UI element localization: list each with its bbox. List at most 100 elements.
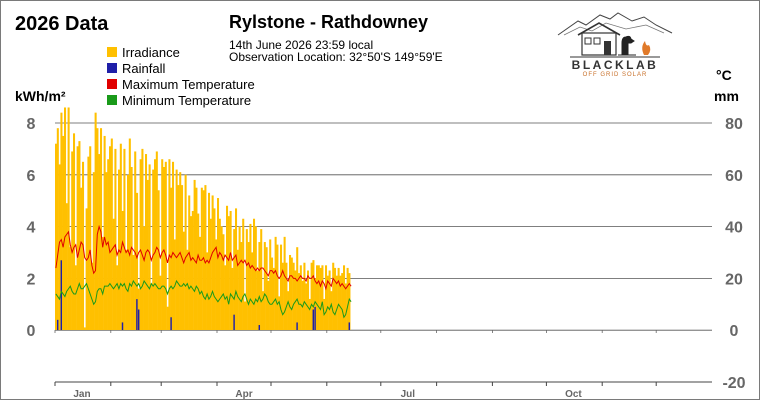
irradiance-bar [258, 242, 261, 330]
irradiance-bar [281, 262, 284, 330]
irradiance-bar [184, 174, 187, 330]
irradiance-bar [83, 327, 86, 330]
irradiance-bar [200, 187, 203, 330]
irradiance-bar [73, 133, 76, 330]
irradiance-bar [272, 267, 275, 330]
irradiance-bar [145, 154, 148, 330]
left-tick-label: 0 [27, 323, 36, 340]
irradiance-bar [150, 283, 153, 330]
irradiance-bar [146, 179, 149, 330]
x-tick-label: Apr [235, 389, 252, 399]
irradiance-bar [222, 234, 225, 330]
irradiance-bar [152, 169, 155, 330]
rainfall-bar [60, 260, 63, 330]
irradiance-bar [217, 198, 220, 330]
irradiance-bar [159, 275, 162, 330]
irradiance-bar [209, 218, 212, 330]
rainfall-bar [136, 299, 138, 330]
irradiance-bar [103, 135, 106, 330]
irradiance-bar [89, 146, 92, 330]
irradiance-bar [283, 236, 286, 330]
rainfall-bar [348, 322, 351, 330]
min-temperature-line [55, 279, 352, 319]
irradiance-bar [238, 226, 241, 330]
irradiance-bar [226, 205, 229, 330]
irradiance-bar [112, 218, 115, 330]
irradiance-bar [229, 210, 232, 330]
right-tick-label: 60 [725, 168, 743, 185]
irradiance-bar [91, 262, 94, 330]
irradiance-bar [319, 267, 322, 330]
legend-swatch-irradiance [107, 47, 117, 57]
irradiance-bar [190, 216, 193, 330]
rainfall-bar [56, 319, 59, 330]
irradiance-bar [348, 273, 351, 330]
irradiance-bar [316, 265, 319, 330]
legend-label-min-temp: Minimum Temperature [122, 92, 252, 108]
irradiance-bar [236, 249, 239, 330]
irradiance-bar [182, 231, 185, 330]
irradiance-bar [132, 254, 135, 330]
legend-item-irradiance: Irradiance [107, 45, 180, 60]
rainfall-bars [56, 260, 351, 330]
irradiance-bar [314, 278, 317, 330]
irradiance-bar [125, 249, 128, 330]
irradiance-bar [312, 260, 315, 330]
irradiance-bar [136, 192, 139, 330]
irradiance-bars [55, 107, 351, 331]
irradiance-bar [278, 296, 281, 330]
right-tick-label: 80 [725, 116, 743, 133]
rainfall-bar [312, 309, 315, 330]
irradiance-bar [148, 164, 151, 330]
irradiance-bar [58, 164, 61, 330]
blacklab-logo [557, 12, 673, 58]
irradiance-bar [263, 242, 266, 330]
irradiance-bar [202, 190, 205, 330]
legend-item-max-temp: Maximum Temperature [107, 77, 255, 92]
irradiance-bar [164, 161, 167, 330]
irradiance-bar [240, 242, 243, 330]
irradiance-bar [105, 172, 108, 330]
x-tick-label: Jul [401, 389, 416, 399]
irradiance-bar [341, 273, 344, 330]
irradiance-bar [343, 265, 346, 330]
irradiance-bar [85, 208, 88, 330]
irradiance-bar [254, 226, 257, 330]
irradiance-bar [339, 275, 342, 330]
irradiance-bar [127, 174, 130, 330]
irradiance-bar [188, 195, 191, 330]
rainfall-bar [296, 322, 298, 330]
left-tick-label: 8 [27, 116, 36, 133]
irradiance-bar [227, 216, 230, 330]
irradiance-bar [157, 190, 160, 330]
legend-label-rainfall: Rainfall [122, 60, 166, 76]
rainfall-bar [137, 309, 140, 330]
irradiance-bar [287, 291, 290, 330]
irradiance-bar [100, 128, 103, 330]
irradiance-bar [78, 141, 81, 330]
irradiance-bar [346, 267, 349, 330]
irradiance-bar [218, 218, 221, 330]
irradiance-bar [87, 156, 90, 330]
left-tick-label: 6 [27, 168, 36, 185]
irradiance-bar [60, 112, 63, 331]
irradiance-bar [325, 265, 328, 330]
irradiance-bar [155, 151, 158, 330]
irradiance-bar [204, 185, 207, 330]
irradiance-bar [231, 267, 234, 330]
irradiance-bar [71, 151, 74, 330]
irradiance-bar [251, 252, 254, 330]
left-tick-label: 2 [27, 271, 36, 288]
right-tick-label: -20 [722, 375, 745, 392]
irradiance-bar [310, 262, 313, 330]
rainfall-bar [121, 322, 124, 330]
right-tick-label: 40 [725, 220, 743, 237]
right-axis-unit-temperature: °C [716, 67, 732, 83]
irradiance-bar [109, 146, 112, 330]
irradiance-bar [296, 247, 299, 330]
irradiance-bar [294, 270, 297, 330]
irradiance-bar [96, 128, 99, 330]
irradiance-bar [235, 208, 238, 330]
irradiance-bar [67, 107, 70, 330]
